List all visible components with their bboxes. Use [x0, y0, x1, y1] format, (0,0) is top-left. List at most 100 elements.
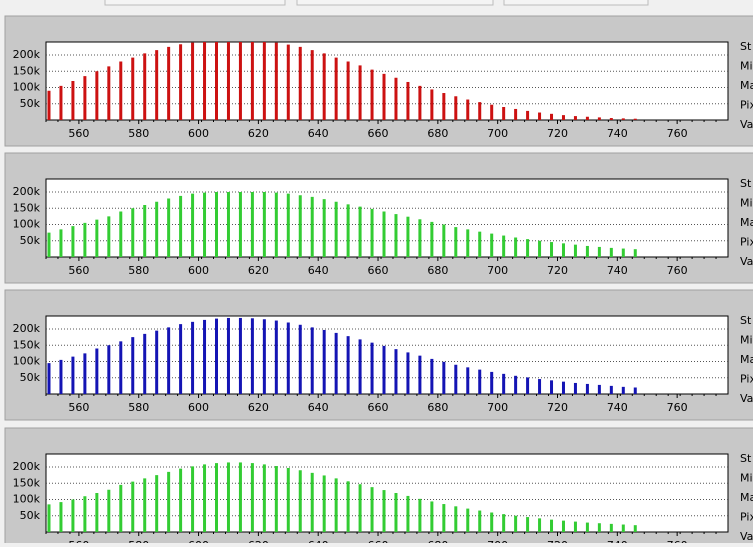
bar	[466, 99, 470, 120]
bar	[621, 248, 625, 257]
bar	[394, 77, 398, 120]
tab[interactable]	[296, 0, 494, 6]
y-tick-label: 150k	[13, 476, 41, 489]
x-tick-label: 740	[607, 539, 628, 543]
bar	[310, 196, 314, 257]
bar	[454, 96, 458, 120]
bar	[155, 330, 159, 394]
bar	[191, 193, 195, 257]
bar	[95, 348, 99, 394]
y-tick-label: 100k	[13, 218, 41, 231]
bar	[370, 69, 374, 120]
bar	[226, 192, 230, 257]
stat-label: Ma	[740, 79, 753, 92]
stat-label: Mi	[740, 472, 753, 485]
bar	[155, 201, 159, 257]
bar	[502, 514, 506, 532]
bar	[406, 495, 410, 532]
bar	[203, 464, 207, 532]
x-tick-label: 640	[308, 127, 329, 140]
plot-area	[45, 41, 729, 121]
stat-label: Pix	[740, 236, 753, 249]
bar	[215, 463, 218, 532]
bar	[538, 240, 542, 257]
bar	[322, 329, 326, 394]
bar	[203, 319, 207, 394]
bar	[621, 118, 625, 120]
plot-area	[45, 453, 729, 533]
y-tick-label: 200k	[13, 48, 41, 61]
bar	[550, 242, 554, 257]
x-tick-label: 600	[188, 401, 209, 414]
bar	[466, 229, 470, 257]
stat-label: Pix	[740, 511, 753, 524]
bar	[262, 319, 266, 394]
bar	[179, 195, 183, 257]
bar	[430, 89, 434, 120]
bar	[573, 382, 577, 394]
x-tick-label: 720	[547, 127, 568, 140]
stat-label: Pix	[740, 99, 753, 112]
bar	[250, 192, 254, 257]
bar	[47, 232, 51, 257]
bar	[514, 237, 518, 257]
bar	[238, 317, 242, 394]
bar	[250, 42, 254, 120]
bar	[119, 211, 123, 257]
bar	[382, 73, 386, 120]
x-tick-label: 760	[667, 539, 688, 543]
bar	[561, 115, 565, 120]
bar	[83, 222, 87, 257]
tab[interactable]	[503, 0, 649, 6]
bar	[597, 117, 601, 120]
y-tick-label: 50k	[20, 234, 41, 247]
y-tick-label: 200k	[13, 460, 41, 473]
bar	[490, 104, 494, 120]
bar	[454, 364, 458, 394]
bar	[179, 468, 183, 532]
bar	[286, 193, 290, 257]
bar	[286, 44, 290, 120]
bar	[633, 525, 637, 532]
x-tick-label: 640	[308, 401, 329, 414]
bar	[191, 466, 195, 532]
bar	[59, 359, 63, 394]
bar	[490, 233, 494, 257]
bar	[430, 221, 434, 257]
stat-label: Mi	[740, 334, 753, 347]
y-tick-label: 100k	[13, 493, 41, 506]
bar	[262, 42, 266, 120]
plot-area	[45, 178, 729, 258]
x-tick-label: 740	[607, 127, 628, 140]
bar	[418, 498, 422, 532]
bar	[250, 318, 254, 394]
y-tick-label: 100k	[13, 81, 41, 94]
bar	[59, 502, 63, 532]
y-tick-label: 150k	[13, 338, 41, 351]
bar	[310, 472, 314, 532]
bar	[71, 81, 75, 120]
bar	[442, 224, 446, 257]
x-tick-label: 680	[427, 401, 448, 414]
tab[interactable]	[104, 0, 286, 6]
x-tick-label: 680	[427, 264, 448, 277]
bar	[95, 493, 99, 532]
bar	[238, 462, 242, 532]
bar	[47, 504, 51, 532]
x-tick-label: 720	[547, 539, 568, 543]
bar	[490, 512, 494, 532]
y-tick-label: 200k	[13, 322, 41, 335]
bar	[167, 327, 171, 394]
bar	[394, 349, 398, 394]
bar	[561, 243, 565, 257]
bar	[466, 508, 470, 532]
bar	[298, 46, 302, 120]
bar	[454, 227, 458, 257]
bar	[226, 42, 230, 120]
bar	[131, 481, 135, 532]
bar	[119, 341, 123, 394]
bar	[538, 518, 542, 532]
bar	[119, 61, 123, 120]
bar	[215, 318, 218, 394]
x-tick-label: 740	[607, 401, 628, 414]
